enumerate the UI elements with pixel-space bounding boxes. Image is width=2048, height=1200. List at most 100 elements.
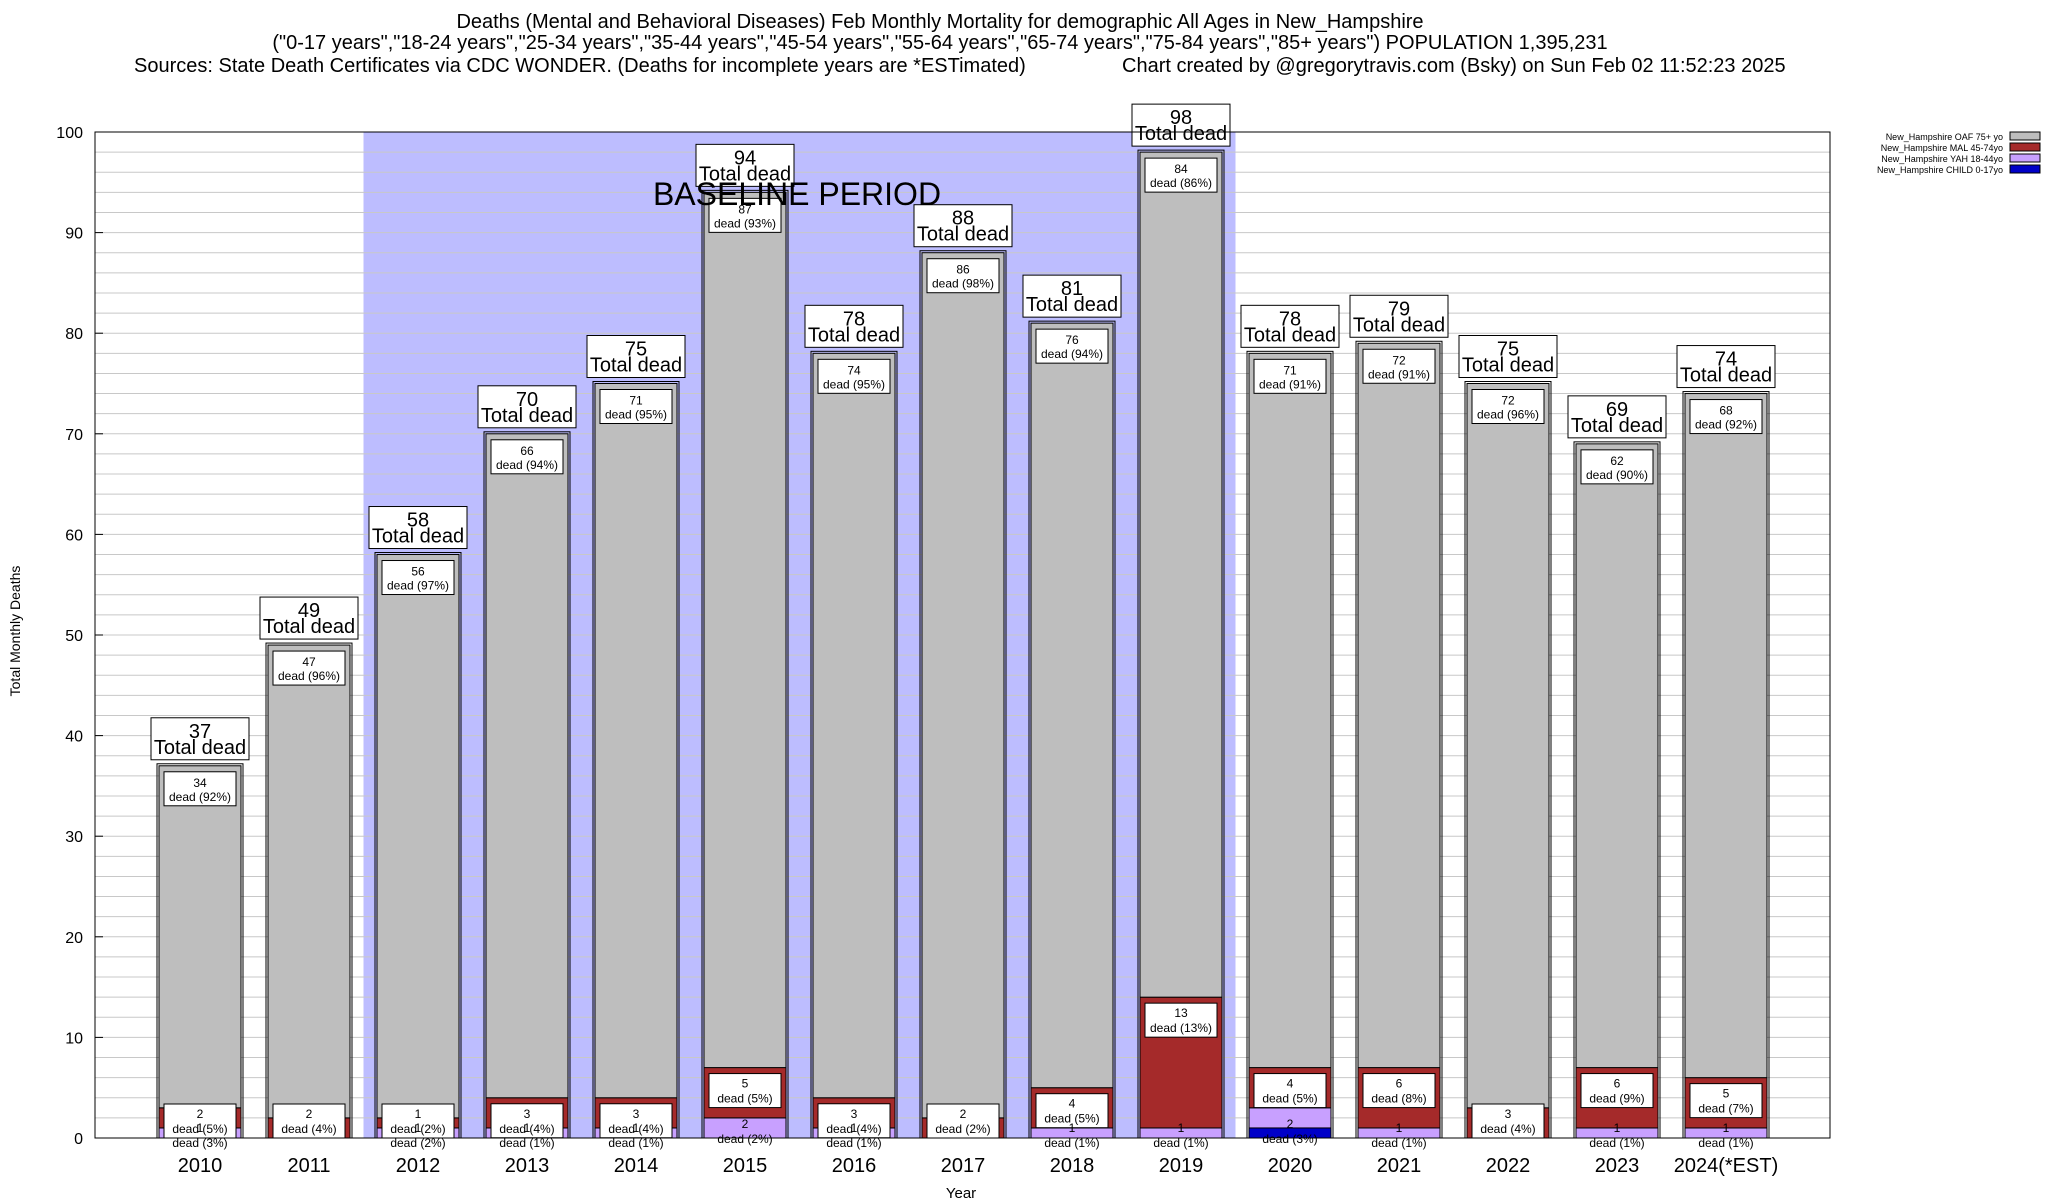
x-tick-label: 2010 [178, 1155, 223, 1177]
total-value-label: 79 [1388, 298, 1410, 320]
total-label-box [1349, 294, 1449, 338]
y-tick-label: 80 [65, 326, 83, 343]
segment-pct-label: dead (91%) [1259, 377, 1321, 391]
segment-value-label: 87 [738, 202, 752, 216]
segment-value-label: 34 [193, 776, 207, 790]
segment-label-box [1362, 348, 1436, 384]
segment-value-label: 47 [302, 655, 316, 669]
segment-label-box [1689, 399, 1763, 435]
segment-pct-label: dead (2%) [390, 1122, 445, 1136]
segment-pct-label: dead (2%) [717, 1132, 772, 1146]
total-text-label: Total dead [699, 163, 791, 185]
segment-value-label: 71 [629, 394, 643, 408]
y-tick-label: 50 [65, 628, 83, 645]
segment-pct-label: dead (91%) [1368, 367, 1430, 381]
segment-pct-label: dead (3%) [1262, 1132, 1317, 1146]
segment-pct-label: dead (95%) [605, 408, 667, 422]
total-label-box [1458, 335, 1558, 378]
x-tick-label: 2013 [505, 1155, 550, 1177]
segment-value-label: 1 [197, 1121, 204, 1135]
total-value-label: 88 [952, 208, 974, 230]
segment-pct-label: dead (4%) [281, 1122, 336, 1136]
x-tick-label: 2014 [614, 1155, 659, 1177]
segment-value-label: 1 [524, 1121, 531, 1135]
segment-pct-label: dead (90%) [1586, 468, 1648, 482]
bar-segment [812, 352, 896, 1099]
segment-pct-label: dead (4%) [826, 1122, 881, 1136]
chart-titles: Deaths (Mental and Behavioral Diseases) … [0, 12, 1880, 54]
segment-pct-label: dead (5%) [172, 1122, 227, 1136]
segment-value-label: 2 [960, 1107, 967, 1121]
segment-value-label: 1 [633, 1121, 640, 1135]
segment-value-label: 72 [1392, 353, 1406, 367]
segment-value-label: 1 [1178, 1121, 1185, 1135]
segment-pct-label: dead (92%) [1695, 418, 1757, 432]
segment-value-label: 62 [1610, 454, 1624, 468]
total-label-box [695, 143, 795, 187]
segment-value-label: 6 [1396, 1077, 1403, 1091]
segment-value-label: 71 [1283, 363, 1297, 377]
legend-label: New_Hampshire MAL 45-74yo [1881, 143, 2003, 153]
segment-value-label: 5 [742, 1077, 749, 1091]
bar-segment [376, 554, 460, 1119]
segment-value-label: 5 [1723, 1087, 1730, 1101]
segment-pct-label: dead (7%) [1698, 1102, 1753, 1116]
bar-segment [485, 433, 569, 1099]
segment-label-box [1253, 1073, 1327, 1109]
bar-segment [1575, 443, 1659, 1069]
segment-pct-label: dead (5%) [1044, 1112, 1099, 1126]
segment-pct-label: dead (1%) [1698, 1136, 1753, 1150]
total-value-label: 98 [1170, 107, 1192, 129]
segment-label-box [599, 389, 673, 424]
segment-value-label: 84 [1174, 162, 1188, 176]
segment-value-label: 86 [956, 263, 970, 277]
segment-pct-label: dead (1%) [826, 1136, 881, 1150]
segment-pct-label: dead (94%) [1041, 347, 1103, 361]
bar-segment [1357, 342, 1441, 1069]
chart-subtitle: ("0-17 years","18-24 years","25-34 years… [272, 32, 1608, 54]
x-tick-label: 2020 [1268, 1155, 1313, 1177]
total-text-label: Total dead [808, 324, 900, 346]
segment-value-label: 3 [524, 1107, 531, 1121]
total-text-label: Total dead [1353, 314, 1445, 336]
segment-value-label: 1 [1396, 1121, 1403, 1135]
segment-pct-label: dead (13%) [1150, 1021, 1212, 1035]
segment-label-box [490, 439, 564, 475]
legend-swatch [2009, 142, 2041, 152]
y-tick-label: 10 [65, 1030, 83, 1047]
segment-label-box [708, 1073, 782, 1109]
bar-segment [1466, 383, 1550, 1109]
segment-value-label: 4 [1069, 1097, 1076, 1111]
segment-pct-label: dead (98%) [932, 277, 994, 291]
total-label-box [1131, 103, 1231, 147]
bar-segment [1139, 151, 1223, 998]
segment-label-box [599, 1103, 673, 1139]
segment-label-box [926, 258, 1000, 294]
chart-title: Deaths (Mental and Behavioral Diseases) … [456, 11, 1424, 33]
total-label-box [259, 596, 359, 640]
total-value-label: 58 [407, 510, 429, 532]
bar-segment [1684, 393, 1768, 1079]
bar-segment [1030, 322, 1114, 1089]
total-text-label: Total dead [917, 224, 1009, 246]
segment-label-box [926, 1103, 1000, 1139]
plot-frame [94, 131, 1831, 1139]
x-tick-label: 2018 [1050, 1155, 1095, 1177]
y-axis-label: Total Monthly Deaths [7, 566, 23, 697]
y-tick-label: 20 [65, 930, 83, 947]
total-text-label: Total dead [590, 355, 682, 377]
total-label-box [1022, 274, 1122, 318]
segment-pct-label: dead (4%) [608, 1122, 663, 1136]
total-label-box [804, 304, 904, 348]
segment-label-box [708, 197, 782, 233]
segment-value-label: 1 [1723, 1121, 1730, 1135]
segment-pct-label: dead (5%) [717, 1092, 772, 1106]
segment-pct-label: dead (3%) [172, 1136, 227, 1150]
total-text-label: Total dead [154, 737, 246, 759]
total-value-label: 70 [516, 389, 538, 411]
total-text-label: Total dead [481, 405, 573, 427]
segment-value-label: 2 [742, 1117, 749, 1131]
segment-value-label: 74 [847, 363, 861, 377]
total-value-label: 69 [1606, 399, 1628, 421]
